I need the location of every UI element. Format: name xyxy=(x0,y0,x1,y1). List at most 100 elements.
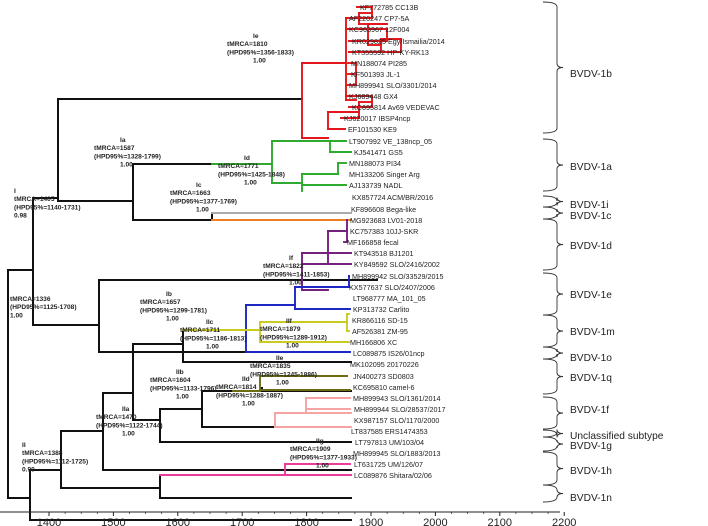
axis-tick-label: 1600 xyxy=(166,517,190,526)
subtype-label: BVDV-1d xyxy=(570,241,612,252)
taxon-label: MH899943 SLO/1361/2014 xyxy=(353,394,441,403)
axis-tick-label: 1400 xyxy=(37,517,61,526)
node-label-line: Ib xyxy=(166,291,172,298)
node-label-line: I xyxy=(14,188,16,195)
node-annotations: IetMRCA=1810(HPD95%=1356-1833)1.00IatMRC… xyxy=(10,33,357,474)
taxon-label: KX987157 SLO/1170/2000 xyxy=(354,416,439,425)
taxon-label: KR866116 SD-15 xyxy=(352,316,408,325)
node-label-line: (HPD95%=1289-1912) xyxy=(260,334,327,341)
node-label-line: tMRCA=1822 xyxy=(263,263,304,270)
taxon-label: EF101530 KE9 xyxy=(348,125,397,134)
taxon-label: JN400273 SD0803 xyxy=(353,372,414,381)
node-label-line: tMRCA=1604 xyxy=(150,377,191,384)
subtype-label: BVDV-1n xyxy=(570,493,612,504)
node-label-line: (HPD95%=1245-1886) xyxy=(250,371,317,378)
node-label-line: (HPD95%=1377-1769) xyxy=(170,198,237,205)
node-label-line: (HPD95%=1356-1833) xyxy=(227,49,294,56)
taxon-label: MN188073 PI34 xyxy=(349,159,401,168)
node-label-line: 0.90 xyxy=(22,467,35,474)
subtype-brace xyxy=(542,358,564,395)
taxon-label: LT797813 UM/103/04 xyxy=(355,438,424,447)
node-label-line: (HPD95%=1411-1853) xyxy=(263,271,330,278)
taxon-label: LT968777 MA_101_05 xyxy=(353,294,426,303)
node-label-line: 1.00 xyxy=(316,463,329,470)
subtype-label: BVDV-1f xyxy=(570,405,609,416)
taxon-label: LT837585 ERS1474353 xyxy=(351,427,428,436)
node-label-line: (HPD95%=1112-1725) xyxy=(22,458,88,465)
node-label-line: Ie xyxy=(253,33,259,40)
taxon-label: KJ541471 GS5 xyxy=(354,148,403,157)
taxon-label: MH166806 XC xyxy=(350,338,397,347)
subtype-brace xyxy=(542,138,564,192)
taxon-label: KJ620017 IBSP4ncp xyxy=(344,114,410,123)
node-label-line: 0.98 xyxy=(14,213,27,220)
node-label-line: tMRCA=1810 xyxy=(227,41,268,48)
subtype-label: BVDV-1q xyxy=(570,373,612,384)
taxon-label: KX577637 SLO/2407/2006 xyxy=(349,283,435,292)
axis-tick-label: 1800 xyxy=(294,517,318,526)
subtype-label: BVDV-1c xyxy=(570,211,611,222)
subtype-label: BVDV-1e xyxy=(570,290,612,301)
taxon-label: KT943518 BJ1201 xyxy=(354,249,414,258)
node-label-line: 1.00 xyxy=(242,401,255,408)
node-label-line: 1.00 xyxy=(120,162,133,169)
node-label-line: tMRCA=1663 xyxy=(170,190,211,197)
taxon-labels: KF772785 CC13B AF220247 CP7-5A KC963967 12… xyxy=(344,3,446,480)
taxon-label: KP313732 Carlito xyxy=(353,305,409,314)
subtype-brace xyxy=(542,195,564,208)
node-label-line: IIc xyxy=(206,319,214,326)
taxon-label: MH899945 SLO/1883/2013 xyxy=(353,449,441,458)
node-label-line: 1.00 xyxy=(10,312,23,319)
node-label-line: IIe xyxy=(276,355,284,362)
axis-tick-label: 2200 xyxy=(552,517,576,526)
taxon-label: MH899941 SLO/3301/2014 xyxy=(349,81,437,90)
taxon-label: KC963967 12F004 xyxy=(349,25,409,34)
subtype-brace xyxy=(542,206,564,220)
node-label-line: 1.00 xyxy=(166,316,179,323)
subtype-brace xyxy=(542,484,564,503)
node-label-line: If xyxy=(289,255,294,262)
node-label-line: IIg xyxy=(316,438,324,445)
node-label-line: 1.00 xyxy=(122,431,135,438)
node-label-line: tMRCA=1388 xyxy=(22,450,63,457)
node-label-line: IIa xyxy=(122,406,130,413)
node-label-line: 1.00 xyxy=(176,394,189,401)
node-label-line: Ia xyxy=(120,137,126,144)
axis-tick-label: 1900 xyxy=(359,517,383,526)
taxon-label: LT631725 UM/126/07 xyxy=(354,460,423,469)
node-label-line: tMRCA=1771 xyxy=(218,163,259,170)
node-label-line: tMRCA=1336 xyxy=(10,296,51,303)
node-label-line: (HPD95%=1288-1887) xyxy=(216,392,283,399)
node-label-line: 1.00 xyxy=(253,58,266,65)
node-label-line: (HPD95%=1377-1933) xyxy=(290,454,357,461)
subtype-brace xyxy=(542,396,564,430)
taxon-label: MH133206 Singer Arg xyxy=(349,170,420,179)
axis-tick-label: 2100 xyxy=(488,517,512,526)
subtype-brace xyxy=(542,218,564,271)
node-label-line: (HPD95%=1133-1796) xyxy=(150,385,217,392)
node-label-line: 1.00 xyxy=(196,207,209,214)
taxon-label: LC089876 Shitara/02/06 xyxy=(354,471,432,480)
subtype-brace xyxy=(542,451,564,486)
node-label-line: tMRCA=1405 xyxy=(14,196,55,203)
node-label-line: (HPD95%=1125-1708) xyxy=(10,304,77,311)
taxon-label: MN188074 PI285 xyxy=(351,59,407,68)
taxon-label: KR029825 Egy/Ismailia/2014 xyxy=(352,37,445,46)
node-label-line: tMRCA=1711 xyxy=(180,327,220,334)
subtype-brace xyxy=(542,314,564,348)
node-label-line: IIb xyxy=(176,369,184,376)
taxon-label: LT907992 VE_138ncp_05 xyxy=(349,137,432,146)
subtype-brace xyxy=(542,1,564,134)
node-label-line: tMRCA=1587 xyxy=(94,145,135,152)
